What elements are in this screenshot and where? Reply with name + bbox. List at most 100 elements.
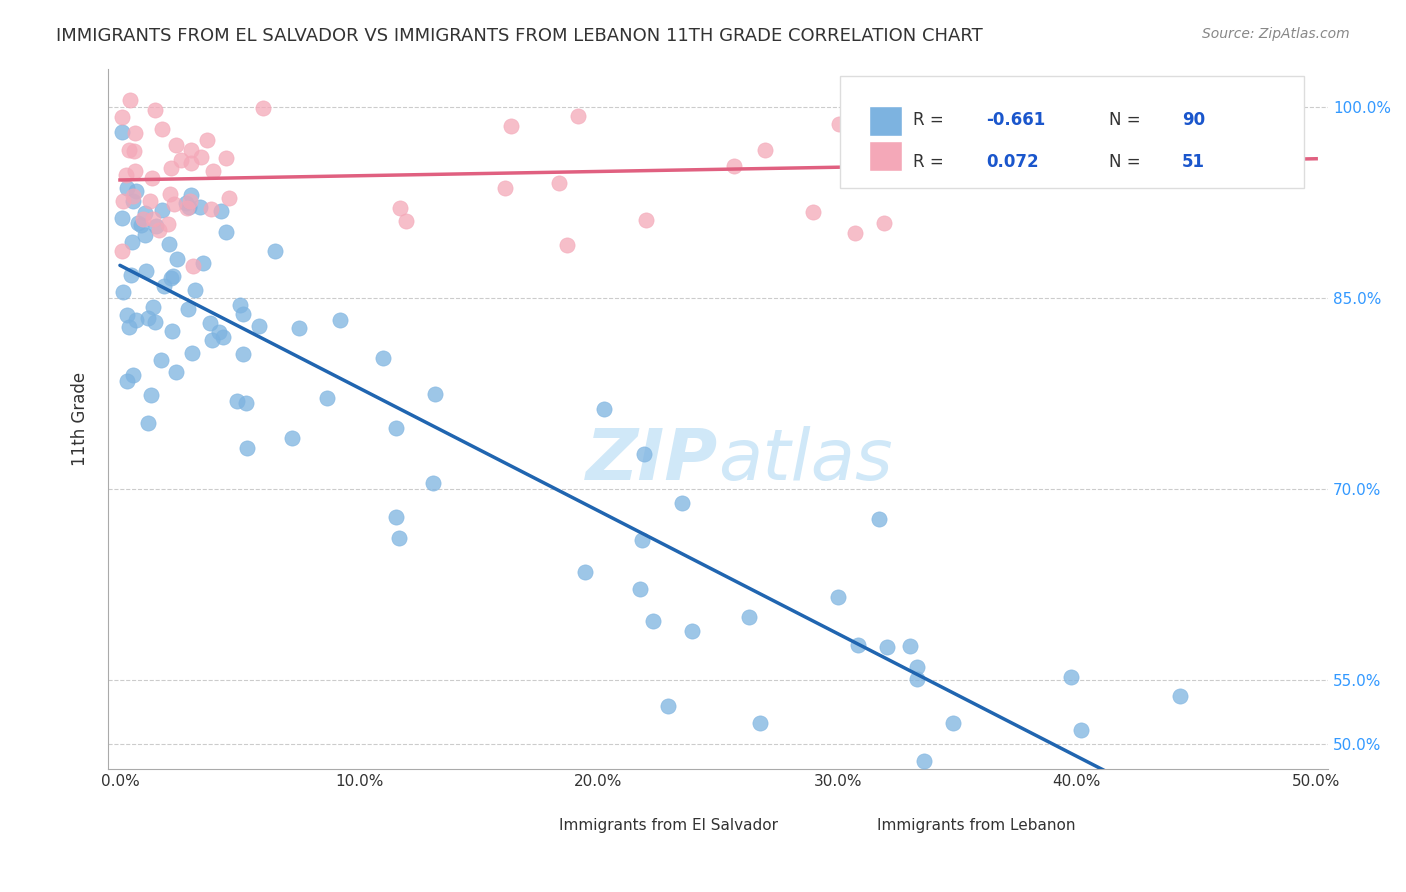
Point: [499, 119, 522, 133]
Point: [631, 533, 654, 548]
Point: [209, 203, 232, 218]
Point: [134, 206, 156, 220]
Point: [143, 315, 166, 329]
Point: [827, 591, 849, 605]
Point: [215, 151, 238, 165]
Point: [177, 302, 200, 317]
Point: [288, 321, 311, 335]
Point: [671, 496, 693, 510]
Point: [634, 212, 657, 227]
Point: [329, 313, 352, 327]
Point: [115, 168, 138, 182]
Point: [592, 402, 614, 417]
Point: [1191, 810, 1213, 824]
Point: [385, 510, 408, 524]
Y-axis label: 11th Grade: 11th Grade: [72, 372, 89, 466]
Point: [148, 223, 170, 237]
Point: [122, 189, 145, 203]
Point: [127, 216, 149, 230]
Point: [115, 181, 138, 195]
Point: [122, 144, 145, 158]
Point: [117, 320, 139, 334]
Point: [111, 111, 134, 125]
Point: [138, 194, 160, 208]
Point: [548, 176, 571, 190]
Point: [136, 416, 159, 430]
Point: [912, 754, 935, 768]
Text: -0.661: -0.661: [987, 111, 1046, 128]
Point: [120, 94, 142, 108]
FancyBboxPatch shape: [839, 76, 1303, 187]
Point: [191, 256, 214, 270]
FancyBboxPatch shape: [869, 106, 903, 136]
Point: [136, 310, 159, 325]
Point: [628, 582, 651, 596]
Text: R =: R =: [914, 111, 949, 128]
Point: [1078, 94, 1101, 108]
Point: [232, 346, 254, 360]
Point: [160, 161, 183, 176]
Point: [868, 512, 890, 526]
Point: [111, 244, 134, 258]
Point: [201, 333, 224, 347]
Point: [873, 216, 896, 230]
Point: [388, 532, 411, 546]
Point: [120, 268, 142, 282]
Point: [112, 285, 135, 300]
Text: 90: 90: [1181, 111, 1205, 128]
Point: [152, 122, 174, 136]
Point: [942, 716, 965, 731]
Point: [425, 387, 447, 401]
Point: [181, 345, 204, 359]
Point: [179, 194, 201, 209]
Point: [1070, 723, 1092, 738]
Point: [124, 163, 146, 178]
Point: [1222, 103, 1244, 117]
Point: [249, 318, 271, 333]
Text: 0.072: 0.072: [987, 153, 1039, 170]
Point: [200, 202, 222, 217]
Point: [316, 391, 339, 405]
Point: [111, 211, 134, 225]
Point: [898, 639, 921, 653]
Point: [190, 150, 212, 164]
Point: [165, 365, 187, 379]
Point: [555, 238, 578, 252]
Point: [1167, 826, 1189, 840]
Point: [280, 431, 302, 445]
Point: [159, 237, 181, 252]
Text: atlas: atlas: [718, 426, 893, 495]
Point: [174, 195, 197, 210]
Point: [134, 227, 156, 242]
Point: [141, 170, 163, 185]
Point: [235, 442, 257, 456]
Point: [846, 639, 869, 653]
Point: [905, 659, 928, 673]
Point: [160, 324, 183, 338]
Point: [211, 330, 233, 344]
Point: [181, 259, 204, 273]
Text: 51: 51: [1181, 153, 1205, 170]
Point: [371, 351, 394, 365]
Point: [801, 204, 824, 219]
Point: [132, 212, 155, 227]
Point: [125, 312, 148, 326]
Point: [115, 308, 138, 322]
Text: N =: N =: [1108, 111, 1146, 128]
Point: [754, 143, 776, 157]
Point: [165, 137, 187, 152]
Text: Immigrants from El Salvador: Immigrants from El Salvador: [560, 818, 779, 833]
Point: [748, 716, 770, 731]
Point: [149, 352, 172, 367]
Point: [422, 476, 444, 491]
Point: [111, 125, 134, 139]
Text: N =: N =: [1108, 153, 1146, 170]
Point: [135, 264, 157, 278]
Point: [1060, 670, 1083, 684]
Point: [184, 283, 207, 297]
Text: IMMIGRANTS FROM EL SALVADOR VS IMMIGRANTS FROM LEBANON 11TH GRADE CORRELATION CH: IMMIGRANTS FROM EL SALVADOR VS IMMIGRANT…: [56, 27, 983, 45]
Point: [115, 374, 138, 388]
Point: [180, 144, 202, 158]
Text: Source: ZipAtlas.com: Source: ZipAtlas.com: [1202, 27, 1350, 41]
Point: [124, 126, 146, 140]
